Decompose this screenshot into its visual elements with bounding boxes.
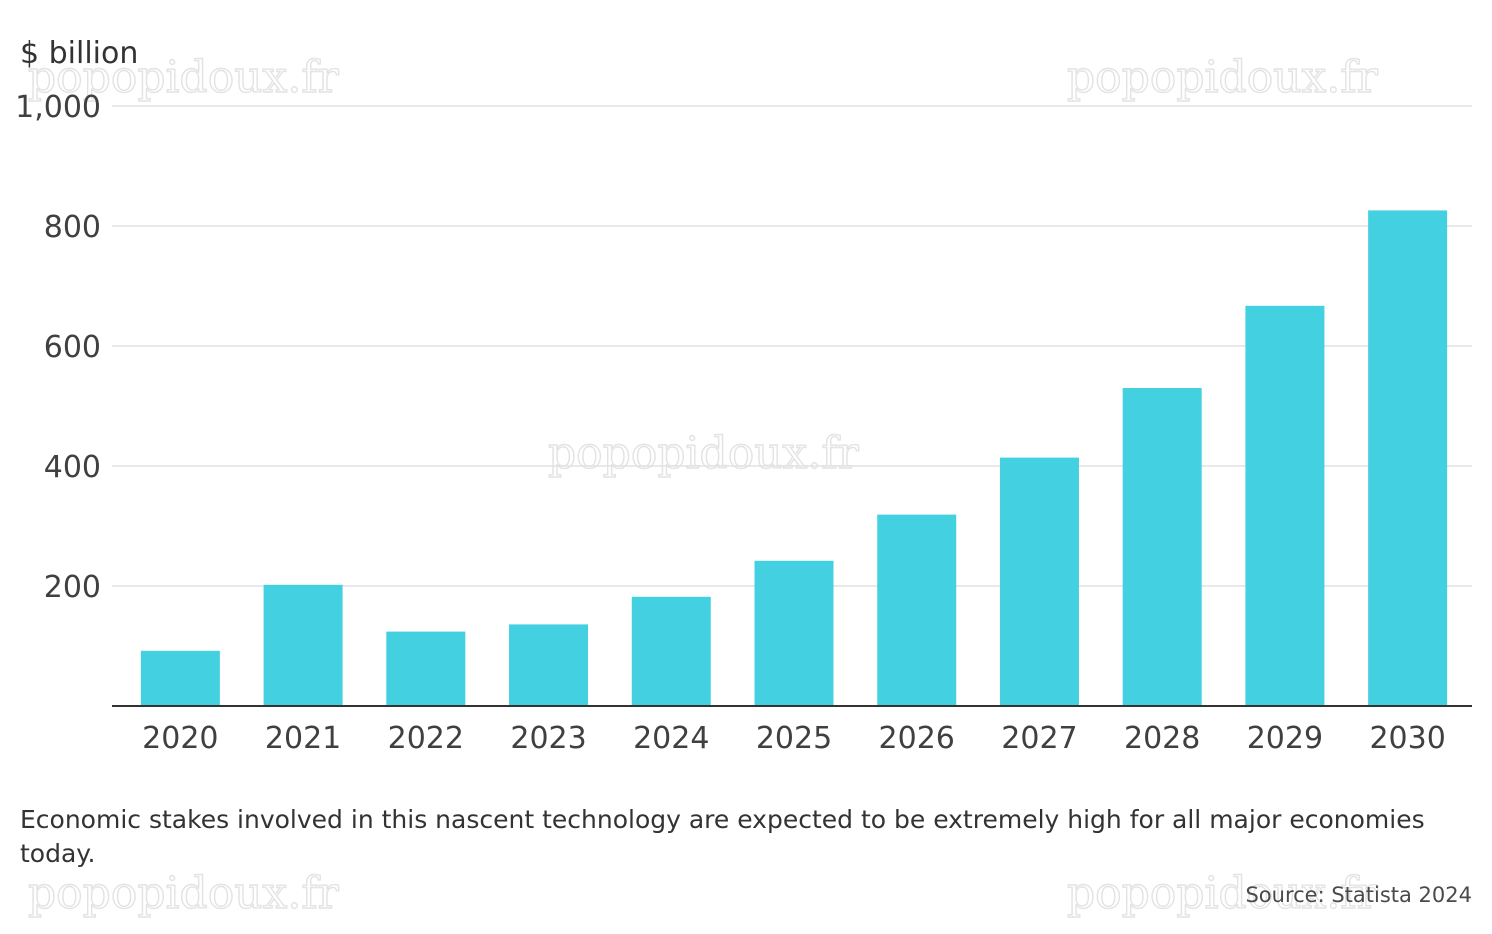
x-tick-label: 2030: [1369, 721, 1445, 756]
x-tick-label: 2020: [142, 721, 218, 756]
bar-2025: [754, 560, 834, 706]
watermark-text: popopidoux.fr: [548, 428, 860, 479]
y-tick-label: 800: [44, 210, 101, 245]
bar-2022: [386, 631, 466, 706]
bars: [140, 210, 1448, 706]
x-tick-label: 2029: [1247, 721, 1323, 756]
x-axis-ticks: 2020 2021 2022 2023 2024 2025 2026 2027 2028 2029…: [142, 721, 1446, 756]
x-tick-label: 2028: [1124, 721, 1200, 756]
bar-2023: [509, 624, 589, 706]
source-note: Source: Statista 2024: [1245, 883, 1472, 907]
x-tick-label: 2022: [388, 721, 464, 756]
x-tick-label: 2026: [879, 721, 955, 756]
watermark-text: popopidoux.fr: [28, 52, 340, 103]
watermark-text: popopidoux.fr: [1067, 868, 1379, 919]
bar-2021: [263, 584, 343, 706]
bar-2024: [631, 596, 711, 706]
x-tick-label: 2025: [756, 721, 832, 756]
bar-2026: [877, 514, 957, 706]
chart-caption: Economic stakes involved in this nascent…: [20, 805, 1425, 868]
bar-2030: [1368, 210, 1448, 706]
x-tick-label: 2027: [1001, 721, 1077, 756]
y-tick-label: 600: [44, 330, 101, 365]
bar-2027: [999, 457, 1079, 706]
watermarks: popopidoux.fr popopidoux.fr popopidoux.fr p…: [27, 51, 1379, 919]
y-tick-label: 1,000: [15, 90, 101, 125]
watermark-text: popopidoux.fr: [28, 868, 340, 919]
y-axis-unit-label: $ billion: [20, 36, 138, 71]
watermark-text: popopidoux.fr: [1067, 52, 1379, 103]
bar-2020: [140, 650, 220, 706]
x-tick-label: 2024: [633, 721, 709, 756]
bar-2029: [1245, 305, 1325, 706]
y-axis-ticks: 200 400 600 800 1,000: [15, 90, 101, 605]
x-tick-label: 2021: [265, 721, 341, 756]
x-tick-label: 2023: [510, 721, 586, 756]
bar-2028: [1122, 388, 1202, 706]
y-tick-label: 400: [44, 450, 101, 485]
y-tick-label: 200: [44, 570, 101, 605]
